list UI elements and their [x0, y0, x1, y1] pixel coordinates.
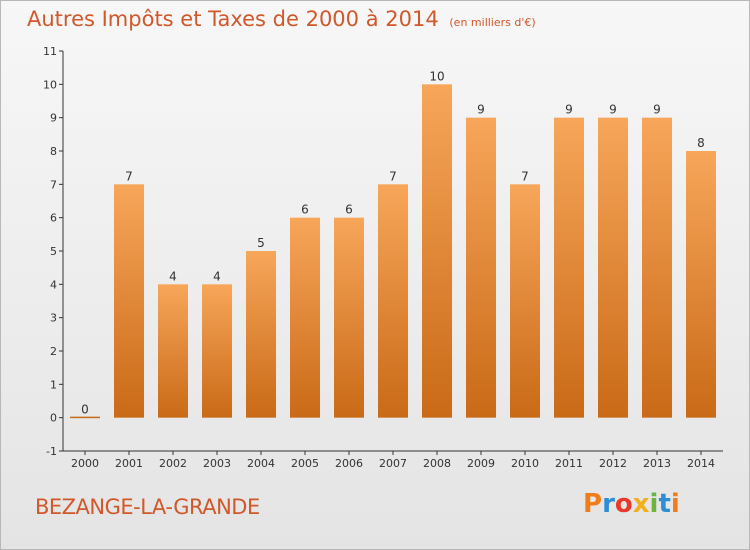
y-tick-label: -1 [46, 445, 57, 458]
bar [510, 184, 540, 418]
bar [246, 251, 276, 418]
bar [158, 284, 188, 418]
data-label: 7 [125, 169, 133, 183]
x-tick-label: 2008 [423, 457, 451, 470]
y-tick-label: 5 [50, 245, 57, 258]
data-label: 9 [565, 103, 573, 117]
y-tick-label: 4 [50, 278, 57, 291]
logo-letter: i [670, 489, 680, 519]
data-label: 0 [81, 403, 89, 417]
x-tick-label: 2014 [687, 457, 715, 470]
data-label: 6 [345, 203, 353, 217]
chart-unit: (en milliers d'€) [449, 16, 536, 29]
x-tick-label: 2013 [643, 457, 671, 470]
y-tick-label: 8 [50, 145, 57, 158]
bar [114, 184, 144, 418]
bar [290, 217, 320, 418]
x-tick-label: 2004 [247, 457, 275, 470]
y-tick-label: 9 [50, 112, 57, 125]
data-label: 6 [301, 203, 309, 217]
x-tick-label: 2012 [599, 457, 627, 470]
data-label: 7 [521, 169, 529, 183]
data-label: 7 [389, 169, 397, 183]
logo-letter: P [583, 489, 603, 519]
y-tick-label: 10 [43, 78, 57, 91]
x-tick-label: 2002 [159, 457, 187, 470]
x-tick-label: 2011 [555, 457, 583, 470]
x-tick-label: 2001 [115, 457, 143, 470]
data-label: 9 [653, 103, 661, 117]
y-tick-label: 11 [43, 45, 57, 58]
bar [422, 84, 452, 418]
y-tick-label: 2 [50, 345, 57, 358]
x-tick-label: 2006 [335, 457, 363, 470]
data-label: 9 [477, 103, 485, 117]
x-tick-label: 2003 [203, 457, 231, 470]
bar [598, 117, 628, 418]
bar [202, 284, 232, 418]
data-label: 4 [169, 269, 177, 283]
logo-letter: x [632, 489, 650, 519]
data-label: 8 [697, 136, 705, 150]
x-tick-label: 2000 [71, 457, 99, 470]
bar [334, 217, 364, 418]
y-tick-label: 7 [50, 178, 57, 191]
bar [466, 117, 496, 418]
chart-title: Autres Impôts et Taxes de 2000 à 2014 (e… [27, 7, 536, 31]
bar [642, 117, 672, 418]
logo-letter: o [614, 489, 633, 519]
x-tick-label: 2010 [511, 457, 539, 470]
data-label: 4 [213, 269, 221, 283]
place-name: BEZANGE-LA-GRANDE [35, 495, 260, 519]
data-label: 5 [257, 236, 265, 250]
chart-title-text: Autres Impôts et Taxes de 2000 à 2014 [27, 7, 439, 31]
x-tick-label: 2007 [379, 457, 407, 470]
x-tick-label: 2009 [467, 457, 495, 470]
bar [378, 184, 408, 418]
logo-letter: r [602, 489, 615, 519]
bar [554, 117, 584, 418]
y-tick-label: 3 [50, 312, 57, 325]
y-tick-label: 6 [50, 212, 57, 225]
data-label: 9 [609, 103, 617, 117]
logo-letter: t [658, 489, 671, 519]
data-label: 10 [429, 69, 444, 83]
proxiti-logo: Proxiti [583, 489, 680, 519]
bar [686, 151, 716, 418]
logo-letter: i [649, 489, 659, 519]
y-tick-label: 1 [50, 378, 57, 391]
x-tick-label: 2005 [291, 457, 319, 470]
bar [70, 416, 100, 419]
y-tick-label: 0 [50, 412, 57, 425]
